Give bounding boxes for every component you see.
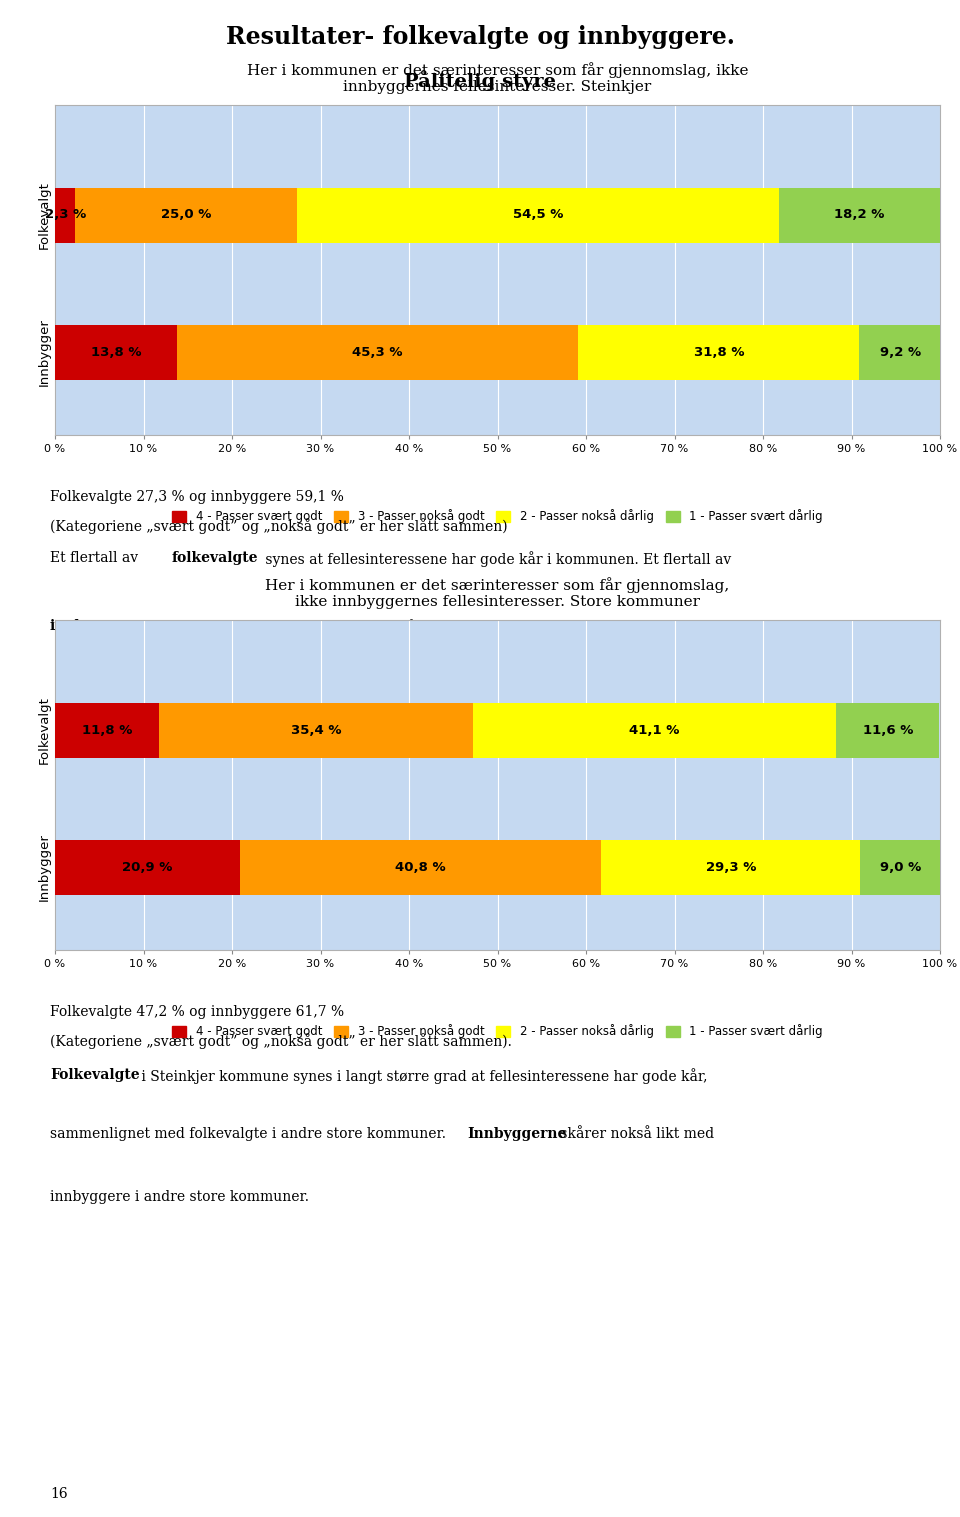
- Text: 13,8 %: 13,8 %: [91, 346, 141, 360]
- Bar: [859, 325, 941, 379]
- Bar: [55, 188, 75, 243]
- Bar: [472, 702, 836, 757]
- Text: 18,2 %: 18,2 %: [834, 208, 885, 221]
- Bar: [836, 702, 939, 757]
- Text: 29,3 %: 29,3 %: [706, 862, 756, 874]
- Text: mener at det er særinteressene som får gjennomslag.: mener at det er særinteressene som får g…: [137, 619, 522, 634]
- Bar: [55, 840, 240, 895]
- Text: 11,8 %: 11,8 %: [82, 724, 132, 736]
- Text: 9,2 %: 9,2 %: [879, 346, 921, 360]
- Text: Pålitelig styre: Pålitelig styre: [404, 70, 556, 91]
- Text: (Kategoriene „svært godt” og „nokså godt” er her slått sammen).: (Kategoriene „svært godt” og „nokså godt…: [50, 1033, 512, 1048]
- Text: innbyggerne: innbyggerne: [50, 619, 148, 633]
- Text: 9,0 %: 9,0 %: [879, 862, 921, 874]
- Bar: [178, 325, 578, 379]
- Text: skårer nokså likt med: skårer nokså likt med: [556, 1127, 714, 1141]
- Text: 31,8 %: 31,8 %: [693, 346, 744, 360]
- Bar: [240, 840, 601, 895]
- Bar: [578, 325, 859, 379]
- Text: 20,9 %: 20,9 %: [122, 862, 173, 874]
- Text: Folkevalgte 47,2 % og innbyggere 61,7 %: Folkevalgte 47,2 % og innbyggere 61,7 %: [50, 1004, 344, 1019]
- Text: 45,3 %: 45,3 %: [352, 346, 403, 360]
- Legend: 4 - Passer svært godt, 3 - Passer nokså godt, 2 - Passer nokså dårlig, 1 - Passe: 4 - Passer svært godt, 3 - Passer nokså …: [167, 1019, 828, 1044]
- Text: Et flertall av: Et flertall av: [50, 551, 142, 564]
- Text: i Steinkjer kommune synes i langt større grad at fellesinteressene har gode kår,: i Steinkjer kommune synes i langt større…: [137, 1068, 708, 1085]
- Bar: [779, 188, 940, 243]
- Text: Innbyggerne: Innbyggerne: [467, 1127, 566, 1141]
- Text: Folkevalgte: Folkevalgte: [50, 1068, 139, 1082]
- Text: synes at fellesinteressene har gode kår i kommunen. Et flertall av: synes at fellesinteressene har gode kår …: [261, 551, 732, 566]
- Text: innbyggere i andre store kommuner.: innbyggere i andre store kommuner.: [50, 1191, 309, 1204]
- Bar: [860, 840, 940, 895]
- Text: (Kategoriene „svært godt” og „nokså godt” er her slått sammen): (Kategoriene „svært godt” og „nokså godt…: [50, 517, 508, 534]
- Text: 11,6 %: 11,6 %: [863, 724, 913, 736]
- Bar: [55, 702, 159, 757]
- Text: 25,0 %: 25,0 %: [160, 208, 211, 221]
- Text: Folkevalgte 27,3 % og innbyggere 59,1 %: Folkevalgte 27,3 % og innbyggere 59,1 %: [50, 490, 344, 504]
- Text: folkevalgte: folkevalgte: [172, 551, 258, 564]
- Text: 40,8 %: 40,8 %: [396, 862, 445, 874]
- Text: Resultater- folkevalgte og innbyggere.: Resultater- folkevalgte og innbyggere.: [226, 24, 734, 49]
- Bar: [75, 188, 297, 243]
- Title: Her i kommunen er det særinteresser som får gjennomslag, ikke
innbyggernes felle: Her i kommunen er det særinteresser som …: [247, 62, 748, 94]
- Bar: [55, 325, 178, 379]
- Bar: [159, 702, 472, 757]
- Title: Her i kommunen er det særinteresser som får gjennomslag,
ikke innbyggernes felle: Her i kommunen er det særinteresser som …: [265, 576, 730, 610]
- Text: 16: 16: [50, 1487, 67, 1500]
- Bar: [601, 840, 860, 895]
- Text: 35,4 %: 35,4 %: [291, 724, 342, 736]
- Legend: 4 - Passer svært godt, 3 - Passer nokså godt, 2 - Passer nokså dårlig, 1 - Passe: 4 - Passer svært godt, 3 - Passer nokså …: [167, 505, 828, 528]
- Bar: [297, 188, 779, 243]
- Text: 41,1 %: 41,1 %: [630, 724, 680, 736]
- Text: 54,5 %: 54,5 %: [513, 208, 563, 221]
- Text: 2,3 %: 2,3 %: [44, 208, 85, 221]
- Text: sammenlignet med folkevalgte i andre store kommuner.: sammenlignet med folkevalgte i andre sto…: [50, 1127, 450, 1141]
